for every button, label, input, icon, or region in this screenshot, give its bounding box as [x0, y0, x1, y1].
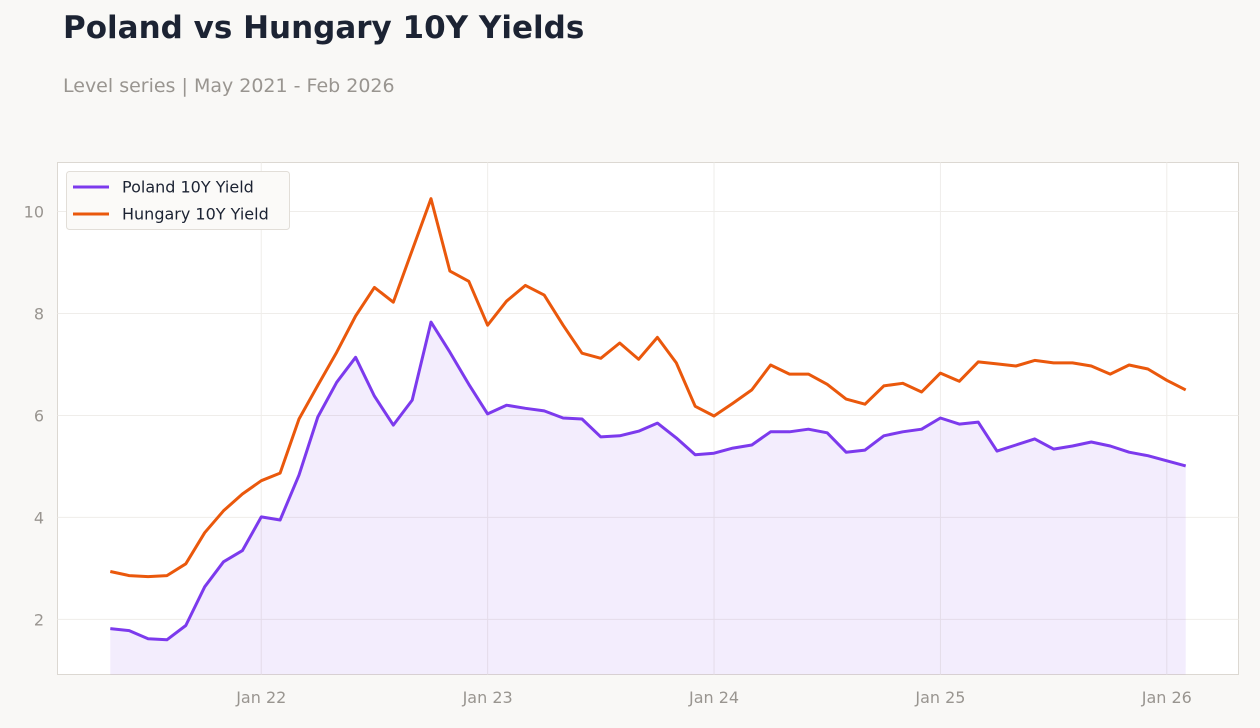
y-tick-label: 2 — [34, 610, 44, 629]
x-tick-label: Jan 22 — [235, 688, 286, 707]
x-tick-label: Jan 25 — [914, 688, 965, 707]
chart-subtitle: Level series | May 2021 - Feb 2026 — [63, 75, 395, 97]
x-tick-label: Jan 26 — [1141, 688, 1192, 707]
y-tick-label: 10 — [24, 202, 44, 221]
y-tick-label: 8 — [34, 304, 44, 323]
series-fill-0 — [110, 322, 1186, 675]
legend-label-hungary: Hungary 10Y Yield — [122, 205, 269, 224]
series-line-poland — [110, 320, 1187, 642]
legend-label-poland: Poland 10Y Yield — [122, 178, 254, 197]
y-tick-label: 6 — [34, 406, 44, 425]
x-tick-label: Jan 24 — [688, 688, 739, 707]
plot-area — [57, 162, 1239, 675]
series-line-hungary — [109, 197, 1187, 579]
x-tick-label: Jan 23 — [462, 688, 513, 707]
chart-title: Poland vs Hungary 10Y Yields — [63, 10, 585, 46]
legend-box — [66, 171, 290, 230]
y-tick-label: 4 — [34, 508, 44, 527]
legend: Poland 10Y Yield Hungary 10Y Yield — [66, 171, 290, 230]
